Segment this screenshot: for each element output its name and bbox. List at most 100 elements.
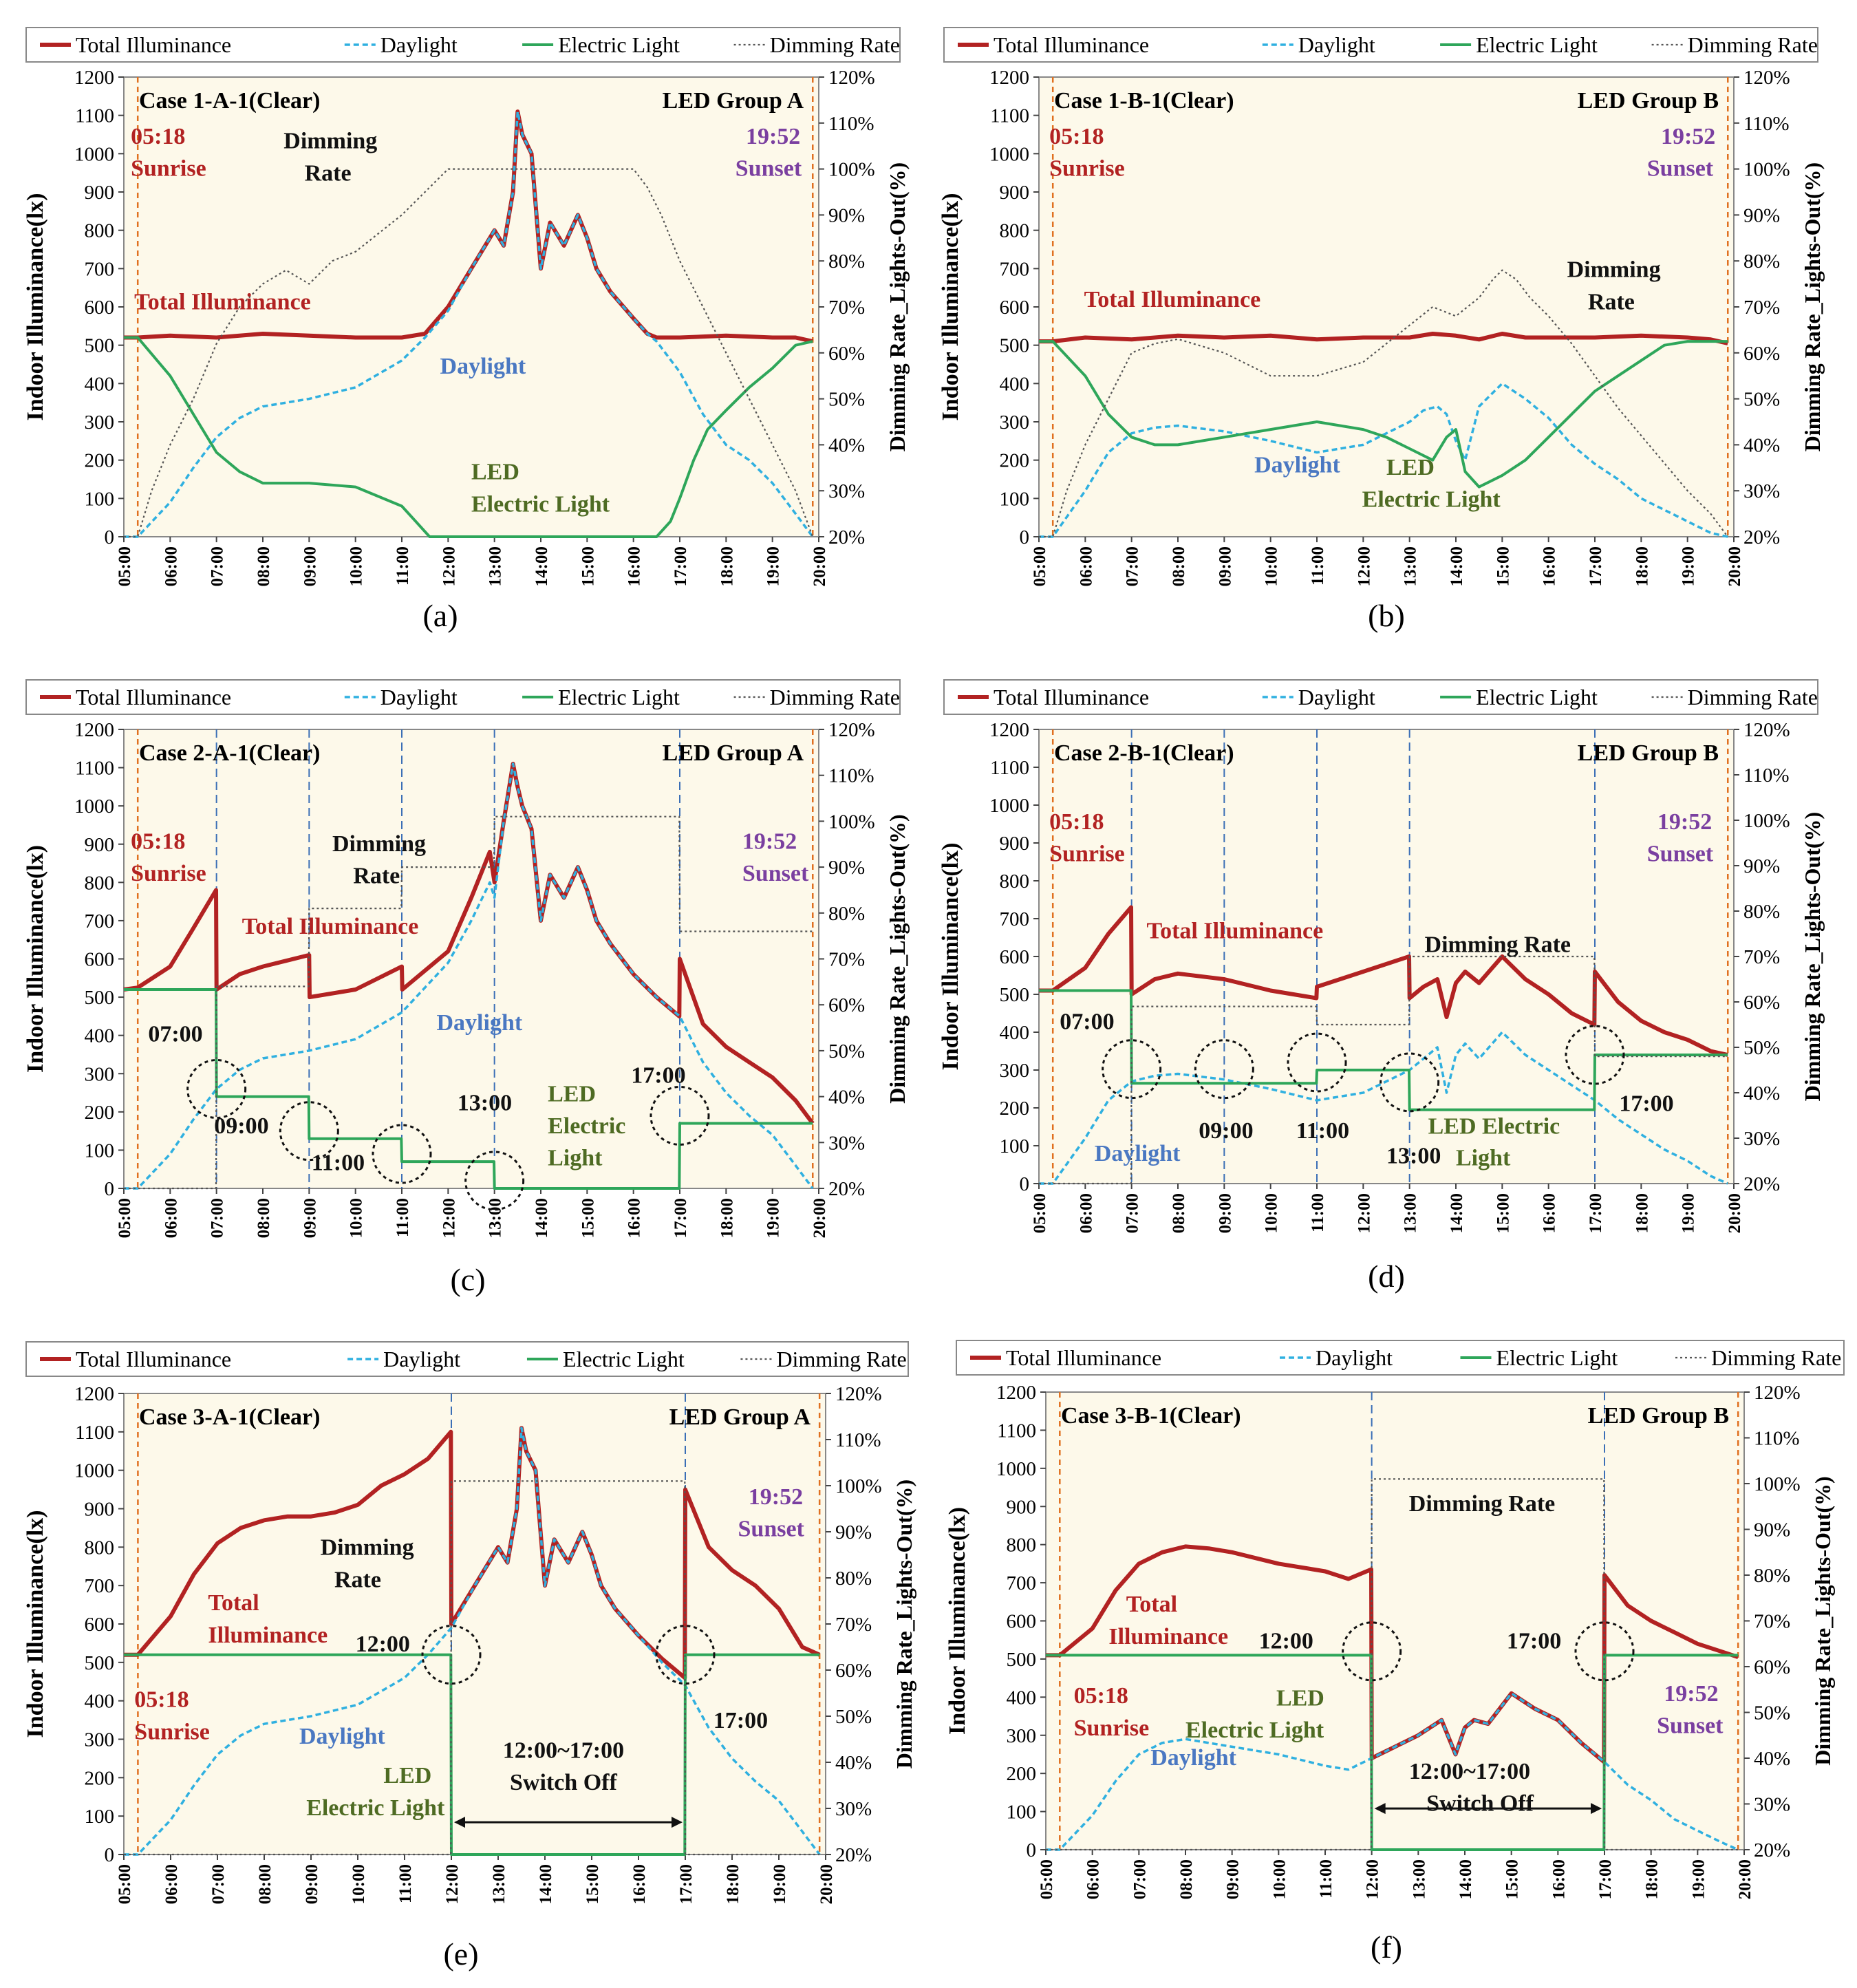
y-left-tick-label: 1100 [75,1422,114,1444]
annotation: Sunset [736,156,802,182]
series-dimming-rate [1046,1478,1739,1851]
legend-label-electric: Electric Light [558,685,680,709]
x-tick-label: 14:00 [533,1198,551,1238]
y-left-tick-label: 500 [1000,984,1030,1006]
y-left-tick-label: 900 [85,1499,115,1521]
y-right-tick-label: 50% [1743,389,1780,411]
x-tick-label: 14:00 [1448,546,1466,586]
annotation: 17:00 [631,1063,685,1089]
y-right-tick-label: 110% [828,765,874,787]
series-dimming-rate [1039,269,1729,538]
y-left-tick-label: 100 [1007,1802,1037,1824]
annotation: Daylight [1254,452,1340,478]
legend-label-total: Total Illuminance [994,32,1149,57]
y-right-tick-label: 70% [828,297,865,319]
y-left-tick-label: 1000 [74,1460,114,1482]
y-left-tick-label: 600 [1007,1611,1037,1633]
legend-label-daylight: Daylight [380,685,458,709]
annotation: 05:18 [131,124,185,149]
x-tick-label: 17:00 [677,1864,696,1904]
y-left-tick-label: 700 [1007,1572,1037,1594]
annotation: Dimming [321,1535,414,1561]
y-right-axis-title: Dimming Rate_Lights-Out(%) [1810,1476,1835,1765]
panel-f: Total Illuminance Daylight Electric Light D… [945,1340,1845,1965]
annotation: Sunset [1647,841,1714,866]
y-right-tick-label: 60% [828,343,865,365]
y-right-tick-label: 120% [1743,719,1790,741]
y-right-tick-label: 90% [1743,204,1780,226]
y-left-tick-label: 700 [1000,908,1030,930]
x-tick-label: 14:00 [537,1864,555,1904]
annotation: 07:00 [1060,1009,1114,1035]
x-tick-label: 14:00 [1457,1859,1475,1899]
y-right-tick-label: 90% [828,857,865,879]
x-tick-label: 14:00 [1448,1193,1466,1233]
series-daylight [124,762,814,1190]
x-tick-label: 16:00 [625,546,644,586]
y-left-tick-label: 300 [1007,1725,1037,1747]
switch-point-circle [1102,1039,1162,1100]
series-total-illuminance [1039,332,1728,345]
annotation: 17:00 [713,1708,768,1733]
y-left-tick-label: 800 [1007,1535,1037,1557]
x-tick-label: 20:00 [1726,1193,1744,1233]
x-tick-label: 19:00 [764,1198,783,1238]
x-tick-label: 20:00 [811,546,829,586]
annotation: Dimming [332,831,426,857]
annotation: Dimming Rate [1409,1491,1555,1517]
y-right-tick-label: 110% [1743,765,1790,787]
annotation: 17:00 [1619,1091,1673,1116]
x-tick-label: 09:00 [303,1864,321,1904]
panel-title: Case 2-B-1(Clear) [1054,740,1234,766]
x-tick-label: 18:00 [724,1864,742,1904]
y-right-tick-label: 120% [835,1383,882,1405]
y-left-tick-label: 200 [1000,450,1030,472]
y-left-tick-label: 1000 [989,143,1029,165]
y-left-tick-label: 1000 [74,795,114,817]
y-left-tick-label: 500 [1000,335,1030,357]
x-tick-label: 07:00 [1130,1859,1149,1899]
x-tick-label: 13:00 [1410,1859,1428,1899]
y-right-tick-label: 30% [1743,480,1780,502]
x-tick-label: 10:00 [1263,1193,1281,1233]
panel-title: Case 1-B-1(Clear) [1054,88,1234,114]
panel-group: LED Group A [669,1404,811,1430]
y-left-tick-label: 300 [1000,412,1030,434]
switch-point-circle [464,1151,525,1211]
panel-group: LED Group A [663,740,804,766]
x-tick-label: 07:00 [208,1198,227,1238]
panel-c: Total Illuminance Daylight Electric Light D… [23,679,910,1297]
series-electric-light [1039,340,1728,489]
y-right-tick-label: 30% [828,1132,865,1154]
y-right-tick-label: 120% [828,67,875,89]
legend-label-electric: Electric Light [1476,685,1598,709]
x-tick-label: 10:00 [1270,1859,1289,1899]
x-tick-label: 05:00 [1031,546,1049,586]
annotation: Daylight [299,1724,385,1749]
y-right-tick-label: 40% [828,434,865,456]
panel-caption: (a) [422,598,458,633]
legend-label-total: Total Illuminance [994,685,1149,709]
y-right-tick-label: 20% [1743,1173,1780,1195]
y-right-tick-label: 80% [828,903,865,925]
y-left-tick-label: 1200 [989,67,1029,89]
plot-area [1045,1391,1745,1850]
y-left-tick-label: 0 [105,526,115,548]
y-right-tick-label: 110% [1754,1428,1800,1450]
legend-label-daylight: Daylight [383,1347,460,1371]
y-left-tick-label: 900 [1000,833,1030,855]
annotation: Rate [305,160,352,186]
y-right-tick-label: 30% [835,1798,872,1820]
y-right-tick-label: 100% [835,1475,882,1497]
x-tick-label: 20:00 [1736,1859,1754,1899]
x-tick-label: 12:00 [440,546,458,586]
switch-point-circle [1342,1621,1402,1682]
y-right-tick-label: 20% [1754,1839,1790,1861]
legend-label-total: Total Illuminance [76,685,231,709]
x-tick-label: 10:00 [347,1198,366,1238]
x-tick-label: 08:00 [1170,1193,1188,1233]
annotation: 05:18 [131,829,185,854]
x-tick-label: 15:00 [579,546,597,586]
x-tick-label: 12:00 [1364,1859,1382,1899]
